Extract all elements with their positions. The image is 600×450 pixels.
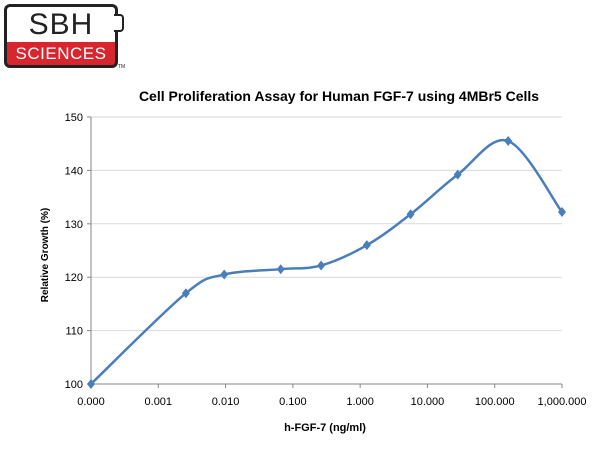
gridlines [87,116,562,385]
x-tick-labels: 0.000 0.001 0.010 0.100 1.000 10.000 100.000 1,… [77,384,586,408]
y-tick-labels: 100 110 120 130 140 150 [65,112,83,391]
series-line [90,138,564,385]
logo-bottom-panel: SCIENCES [4,42,118,68]
y-tick-label: 110 [65,326,83,338]
x-tick-label: 1.000 [346,396,374,408]
sbh-sciences-logo: SBH SCIENCES TM [4,4,126,74]
y-tick-label: 140 [65,165,83,177]
logo-tab-shape [114,14,124,32]
logo-sciences-text: SCIENCES [15,44,107,63]
data-point-marker [87,379,95,389]
data-point-marker [558,207,566,218]
x-tick-label: 10.000 [411,396,445,408]
logo-trademark: TM [118,64,126,70]
y-tick-label: 120 [65,272,83,284]
chart-title: Cell Proliferation Assay for Human FGF-7… [139,88,539,104]
data-point-marker [406,209,415,220]
x-tick-label: 1,000.000 [538,396,587,408]
logo-sbh-text: SBH [28,7,94,41]
data-point-marker [362,240,371,251]
x-tick-label: 0.100 [279,396,307,408]
axes [90,117,562,385]
data-point-marker [276,264,285,275]
x-tick-label: 0.010 [212,396,240,408]
data-markers [87,136,566,389]
data-point-marker [220,269,229,280]
y-tick-label: 100 [65,379,83,391]
y-tick-label: 150 [65,112,83,124]
x-tick-label: 0.001 [145,396,173,408]
logo-top-panel: SBH [4,4,118,42]
data-point-marker [504,136,513,147]
data-point-marker [453,169,462,180]
x-axis-label: h-FGF-7 (ng/ml) [284,422,366,434]
data-point-marker [317,260,326,271]
y-tick-label: 130 [65,219,83,231]
y-axis-label: Relative Growth (%) [40,208,51,302]
x-tick-label: 100.000 [475,396,515,408]
x-tick-label: 0.000 [77,396,105,408]
data-point-marker [181,288,190,299]
